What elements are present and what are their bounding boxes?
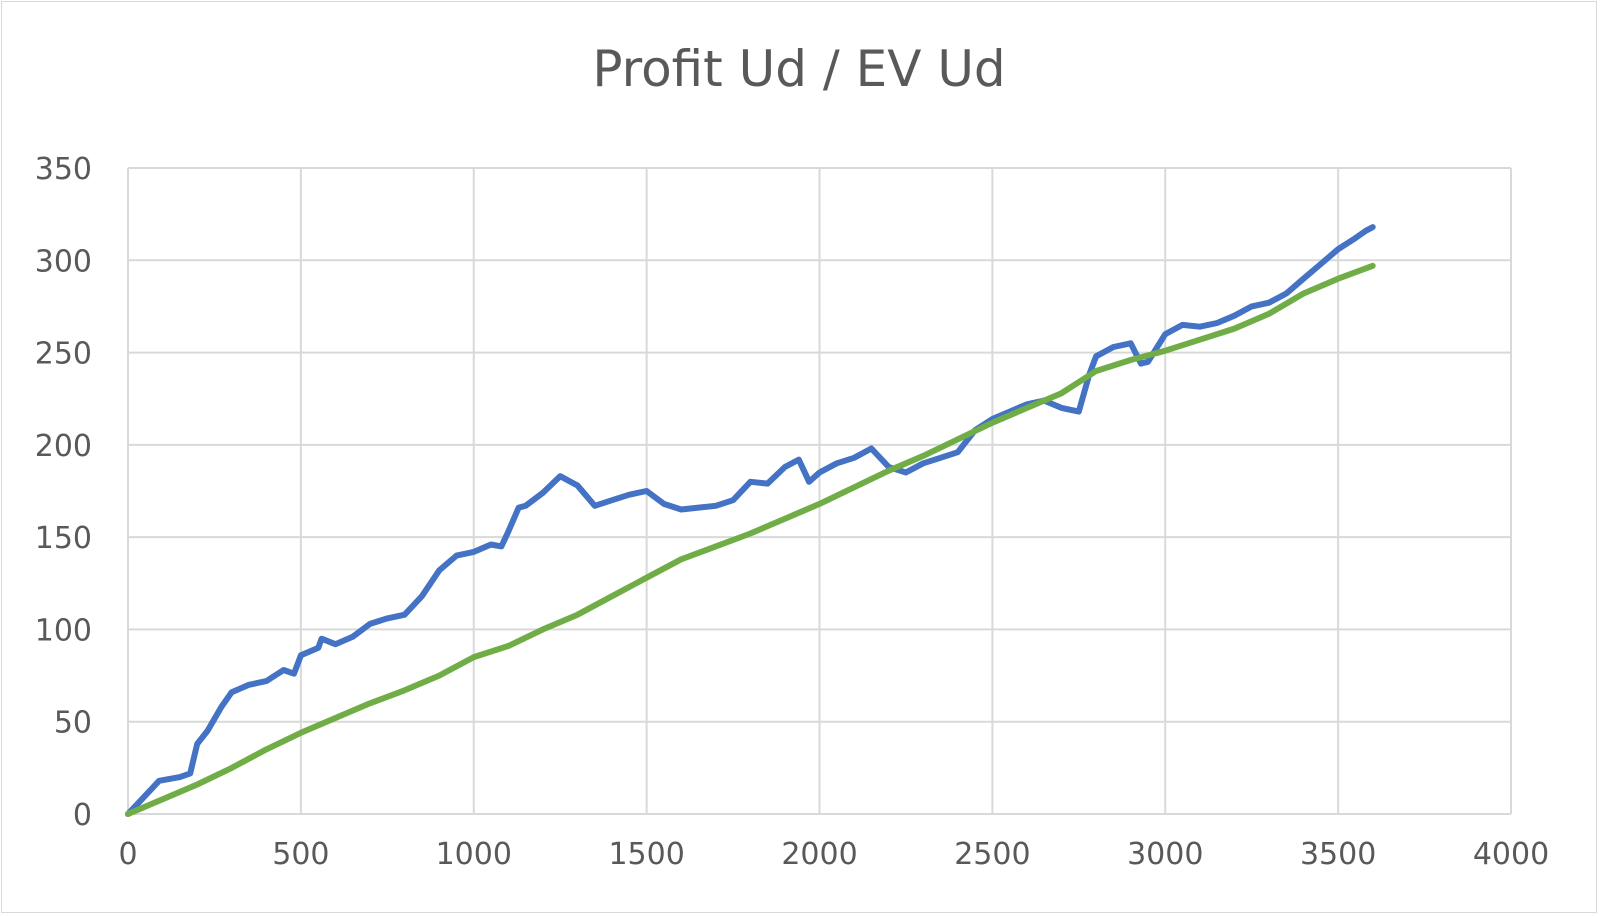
series-line-2 (125, 262, 1376, 817)
x-tick-label: 0 (118, 837, 137, 872)
x-tick-label: 2500 (954, 837, 1030, 872)
y-tick-label: 250 (35, 337, 92, 372)
y-tick-label: 200 (35, 429, 92, 464)
x-tick-label: 3000 (1127, 837, 1203, 872)
x-tick-label: 2000 (781, 837, 857, 872)
x-tick-label: 500 (272, 837, 329, 872)
x-tick-label: 4000 (1473, 837, 1549, 872)
y-tick-label: 100 (35, 613, 92, 648)
x-tick-label: 1500 (608, 837, 684, 872)
y-tick-label: 300 (35, 244, 92, 279)
x-tick-label: 1000 (436, 837, 512, 872)
y-tick-label: 150 (35, 521, 92, 556)
y-tick-label: 50 (54, 706, 92, 741)
y-tick-label: 0 (73, 798, 92, 833)
chart-title: Profit Ud / EV Ud (592, 40, 1006, 98)
y-tick-label: 350 (35, 152, 92, 187)
x-tick-label: 3500 (1300, 837, 1376, 872)
